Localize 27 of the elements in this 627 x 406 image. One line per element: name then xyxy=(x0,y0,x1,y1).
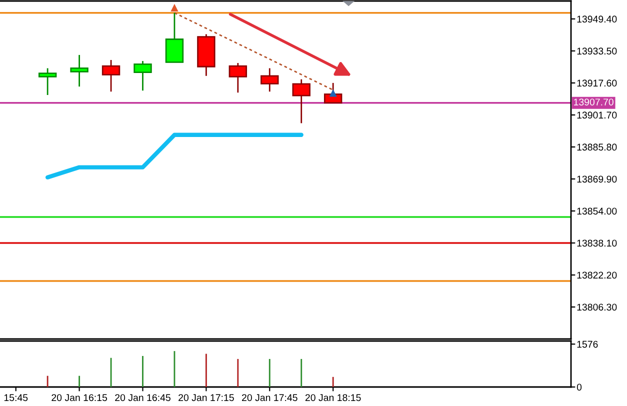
y-tick-label: 13822.20 xyxy=(577,272,617,279)
candlestick xyxy=(292,78,310,124)
x-tick-label: 20 Jan 16:15 xyxy=(52,394,108,402)
candlestick xyxy=(260,68,279,92)
candlestick xyxy=(38,68,57,96)
y-tick-label: 1576 xyxy=(577,340,598,348)
y-tick-label: 13806.30 xyxy=(577,304,617,311)
x-tick-label: 15:45 xyxy=(4,394,28,402)
candlestick xyxy=(134,60,152,92)
y-tick-label: 13949.40 xyxy=(577,16,617,23)
x-tick-label: 20 Jan 18:15 xyxy=(305,394,361,402)
y-tick-label: 13901.70 xyxy=(577,112,617,119)
y-tick-label: 13854.00 xyxy=(577,208,617,215)
y-tick-label: 13933.50 xyxy=(577,48,617,55)
y-tick-label: 13917.60 xyxy=(577,80,617,87)
y-tick-label: 13869.90 xyxy=(577,176,617,183)
candlestick xyxy=(70,54,88,88)
ref-line-label: 13907.70 xyxy=(574,98,614,106)
x-tick-label: 20 Jan 17:15 xyxy=(178,394,234,402)
y-tick-label: 0 xyxy=(576,384,582,391)
candlestick xyxy=(102,59,120,92)
x-tick-label: 20 Jan 16:45 xyxy=(115,394,170,402)
candlestick xyxy=(228,62,248,94)
candlestick xyxy=(165,12,184,63)
y-tick-label: 13838.10 xyxy=(577,240,617,247)
y-tick-label: 13885.80 xyxy=(577,144,617,151)
x-tick-label: 20 Jan 17:45 xyxy=(242,394,298,402)
